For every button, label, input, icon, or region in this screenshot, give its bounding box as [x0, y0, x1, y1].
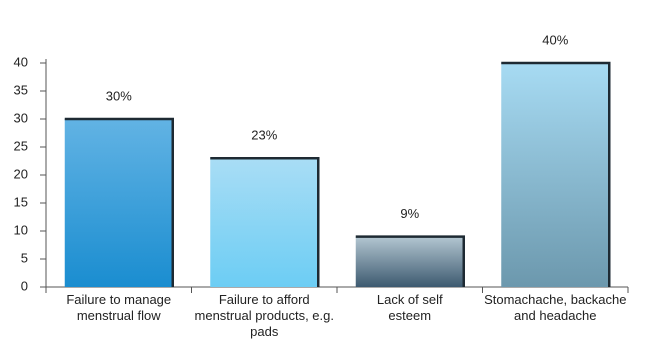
y-tick-label: 0: [21, 278, 28, 293]
value-label: 30%: [106, 88, 132, 103]
value-label: 9%: [400, 206, 419, 221]
bar: [501, 63, 610, 287]
y-tick-label: 20: [14, 166, 28, 181]
x-tick-label: Stomachache, backache and headache: [484, 292, 627, 323]
bar: [64, 119, 173, 287]
bar-edge: [501, 61, 611, 287]
value-label: 40%: [542, 32, 568, 47]
x-tick-label: Failure to manage menstrual flow: [66, 292, 172, 323]
bar: [355, 236, 464, 287]
y-tick-label: 40: [14, 54, 28, 69]
bar-edge: [210, 156, 320, 287]
x-tick-label: Failure to afford menstrual products, e.…: [194, 292, 334, 339]
bar-edge: [355, 235, 465, 287]
x-tick-label: Lack of self esteem: [376, 292, 443, 323]
y-tick-label: 15: [14, 194, 28, 209]
y-tick-label: 30: [14, 110, 28, 125]
y-tick-label: 25: [14, 138, 28, 153]
bar: [210, 158, 319, 287]
value-label: 23%: [251, 128, 277, 143]
bar-edge: [64, 117, 174, 287]
y-tick-label: 5: [21, 250, 28, 265]
y-tick-label: 35: [14, 82, 28, 97]
y-tick-label: 10: [14, 222, 28, 237]
